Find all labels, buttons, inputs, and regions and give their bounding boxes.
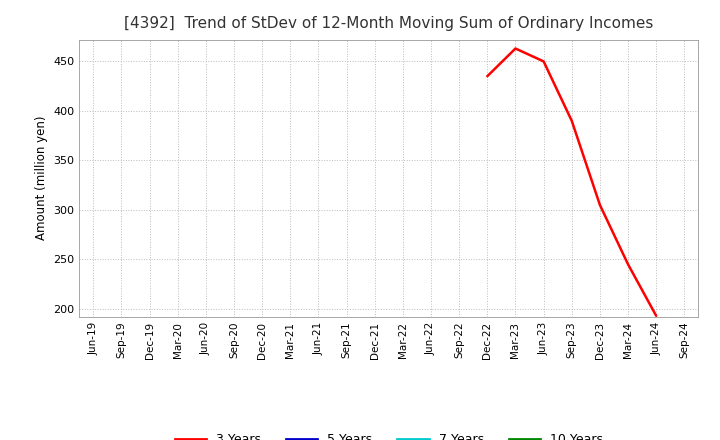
Y-axis label: Amount (million yen): Amount (million yen): [35, 116, 48, 240]
3 Years: [567, 118, 576, 123]
3 Years: [483, 73, 492, 79]
3 Years: [511, 46, 520, 51]
Title: [4392]  Trend of StDev of 12-Month Moving Sum of Ordinary Incomes: [4392] Trend of StDev of 12-Month Moving…: [124, 16, 654, 32]
3 Years: [652, 313, 660, 319]
Legend: 3 Years, 5 Years, 7 Years, 10 Years: 3 Years, 5 Years, 7 Years, 10 Years: [170, 429, 608, 440]
3 Years: [539, 59, 548, 64]
3 Years: [595, 202, 604, 208]
3 Years: [624, 262, 632, 267]
Line: 3 Years: 3 Years: [487, 48, 656, 316]
